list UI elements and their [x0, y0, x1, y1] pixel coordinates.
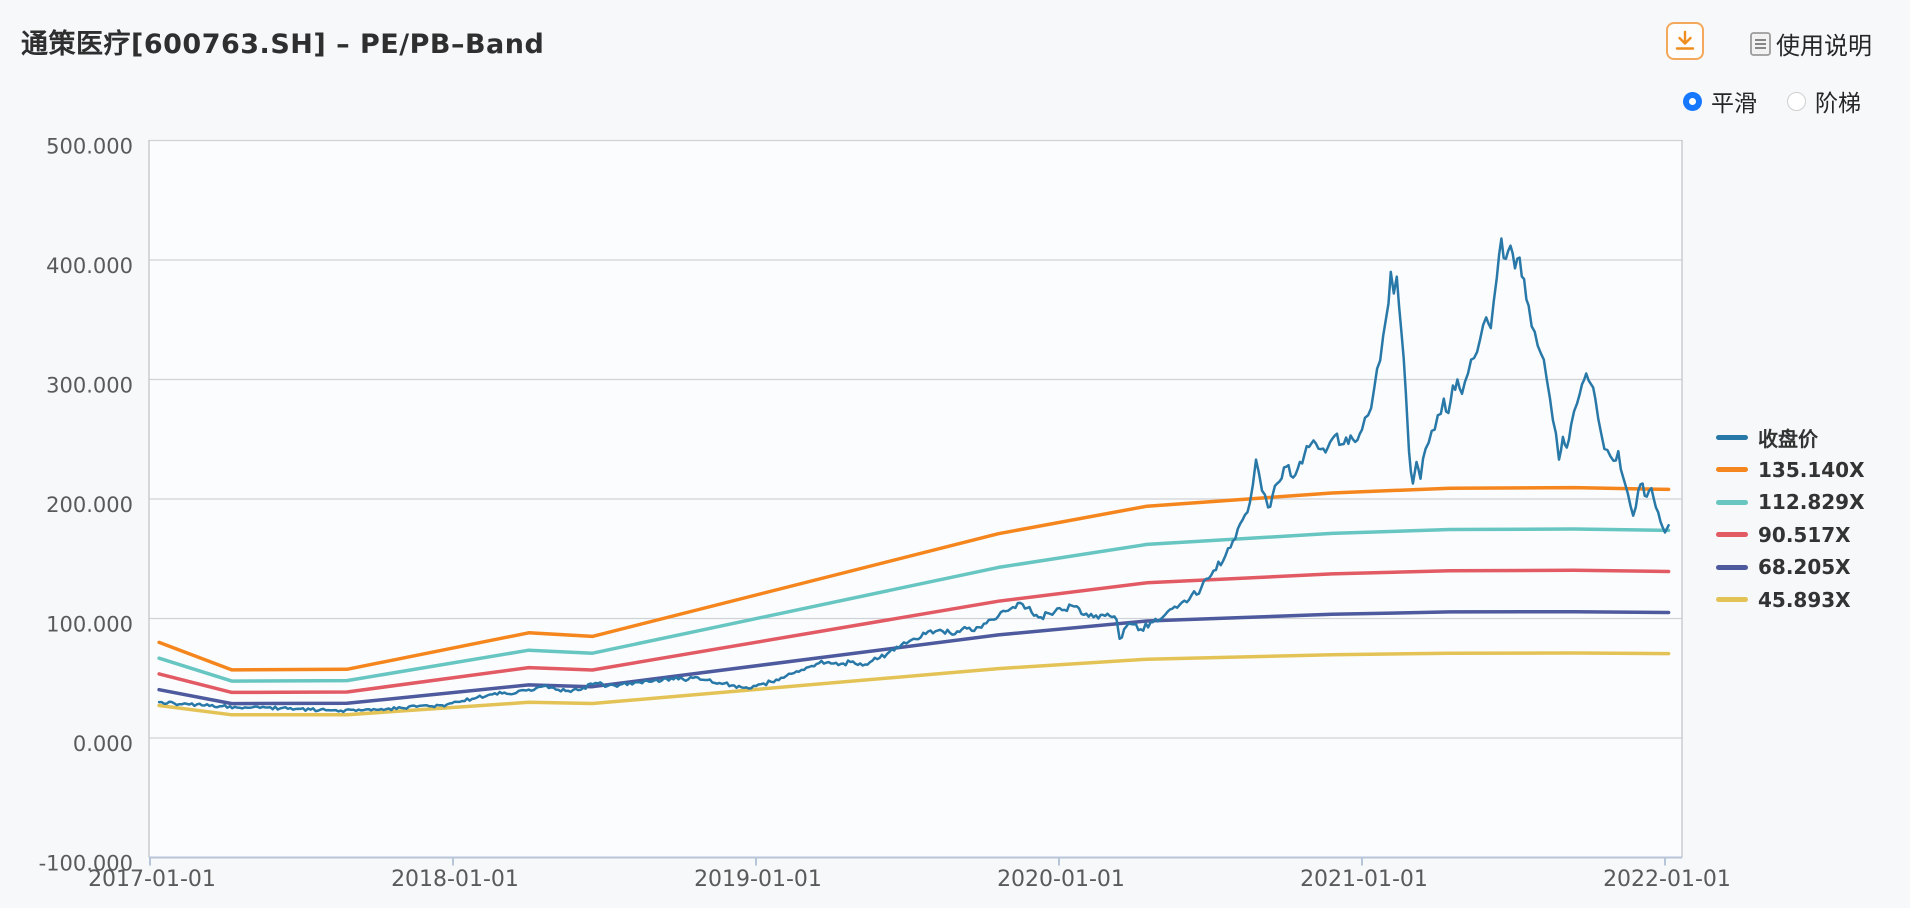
legend-dash-icon: [1716, 597, 1748, 603]
y-tick-label: 300.000: [46, 374, 133, 398]
band-line-90.517X: [157, 568, 1671, 695]
legend-item-45.893X[interactable]: 45.893X: [1716, 584, 1865, 617]
y-tick-label: 100.000: [46, 613, 133, 637]
help-label: 使用说明: [1776, 32, 1872, 60]
legend-item-135.140X[interactable]: 135.140X: [1716, 454, 1865, 487]
radio-smooth-icon: [1683, 91, 1702, 111]
legend-item-收盘价[interactable]: 收盘价: [1716, 421, 1865, 454]
legend-label: 45.893X: [1758, 587, 1851, 612]
radio-step-icon: [1787, 91, 1806, 111]
download-button[interactable]: [1666, 22, 1704, 60]
x-tick-label: 2021-01-01: [1300, 867, 1428, 892]
legend-dash-icon: [1716, 434, 1748, 440]
legend-item-90.517X[interactable]: 90.517X: [1716, 519, 1865, 552]
x-tick-label: 2020-01-01: [997, 867, 1125, 892]
band-line-112.829X: [157, 527, 1671, 683]
x-tick-label: 2022-01-01: [1603, 867, 1731, 892]
y-tick-label: 200.000: [46, 493, 133, 517]
x-tick-label: 2018-01-01: [391, 867, 519, 892]
price-line: [157, 237, 1670, 714]
legend-dash-icon: [1716, 532, 1748, 538]
legend-label: 68.205X: [1758, 555, 1851, 580]
legend-dash-icon: [1716, 564, 1748, 570]
legend-label: 135.140X: [1758, 457, 1865, 482]
legend-label: 收盘价: [1758, 426, 1818, 451]
legend-label: 112.829X: [1758, 490, 1865, 515]
page-title: 通策医疗[600763.SH] – PE/PB–Band: [21, 29, 545, 60]
radio-step-label: 阶梯: [1815, 91, 1861, 117]
band-line-135.140X: [157, 485, 1671, 672]
legend-dash-icon: [1716, 499, 1748, 505]
download-icon: [1673, 29, 1697, 53]
manual-icon: [1749, 30, 1772, 58]
radio-smooth[interactable]: 平滑: [1683, 84, 1757, 118]
legend-label: 90.517X: [1758, 522, 1851, 547]
band-line-68.205X: [157, 609, 1671, 706]
radio-step[interactable]: 阶梯: [1787, 84, 1861, 118]
x-tick-label: 2019-01-01: [694, 867, 822, 892]
y-tick-label: 0.000: [73, 732, 133, 756]
y-tick-label: 400.000: [46, 254, 133, 278]
x-tick-label: 2017-01-01: [88, 867, 216, 892]
y-tick-label: 500.000: [46, 135, 133, 159]
line-mode-controls: 平滑 阶梯: [1683, 84, 1861, 118]
radio-smooth-label: 平滑: [1711, 91, 1757, 117]
band-line-45.893X: [157, 651, 1671, 717]
legend-item-68.205X[interactable]: 68.205X: [1716, 551, 1865, 584]
legend-dash-icon: [1716, 467, 1748, 473]
help-link[interactable]: 使用说明: [1749, 26, 1872, 61]
legend-item-112.829X[interactable]: 112.829X: [1716, 486, 1865, 519]
y-tick-label: -100.000: [39, 852, 133, 876]
chart-legend: 收盘价 135.140X 112.829X 90.517X 68.205X 45.893X: [1716, 421, 1865, 616]
